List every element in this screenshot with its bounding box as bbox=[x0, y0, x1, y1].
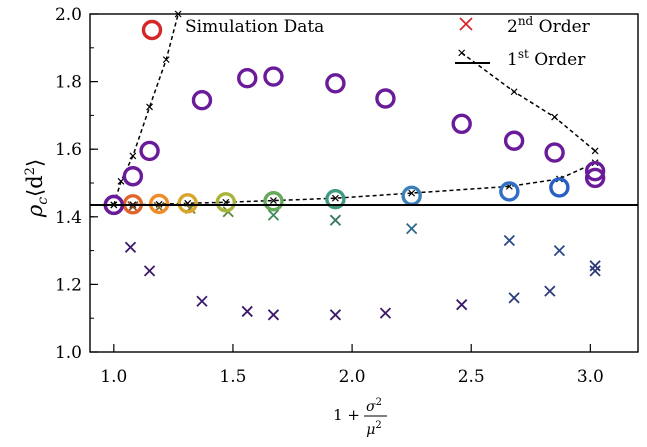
second-order-marker bbox=[196, 295, 208, 307]
x-tick-label: 2.0 bbox=[339, 367, 366, 387]
y-tick-label: 1.4 bbox=[55, 208, 82, 228]
svg-text:1 +: 1 + bbox=[333, 406, 360, 424]
simulation-marker bbox=[325, 189, 346, 210]
simulation-marker bbox=[584, 167, 606, 189]
second-order-marker bbox=[503, 234, 515, 247]
second-order-marker bbox=[143, 265, 156, 277]
second-order-curve-point bbox=[146, 103, 153, 111]
y-axis-label: ρc⟨d2⟩ bbox=[23, 159, 51, 218]
second-order-marker bbox=[406, 222, 418, 235]
simulation-marker bbox=[215, 192, 237, 213]
simulation-marker bbox=[237, 68, 258, 89]
x-axis-label: 1 + σ2 μ2 bbox=[333, 397, 387, 438]
second-order-curve-point bbox=[117, 177, 125, 185]
second-order-curve-point bbox=[162, 56, 170, 64]
legend-simulation-marker bbox=[141, 19, 163, 41]
simulation-marker bbox=[325, 73, 346, 94]
second-order-curve-lower bbox=[113, 162, 596, 206]
second-order-marker bbox=[553, 244, 566, 257]
second-order-marker bbox=[329, 214, 342, 226]
simulation-marker bbox=[401, 185, 422, 207]
y-tick-label: 2.0 bbox=[55, 5, 82, 25]
simulation-marker bbox=[499, 181, 520, 202]
second-order-curve-point bbox=[129, 152, 137, 160]
simulation-marker bbox=[139, 140, 160, 162]
simulation-marker bbox=[375, 88, 396, 109]
simulation-marker bbox=[177, 193, 198, 214]
second-order-marker bbox=[127, 201, 139, 213]
x-tick-label: 1.5 bbox=[219, 367, 246, 387]
x-tick-label: 1.0 bbox=[100, 367, 127, 387]
second-order-curve-point bbox=[270, 197, 277, 205]
second-order-marker bbox=[589, 260, 601, 272]
x-tick-label: 3.0 bbox=[577, 367, 604, 387]
second-order-curve-point bbox=[458, 49, 466, 57]
x-tick-label: 2.5 bbox=[458, 367, 485, 387]
second-order-marker bbox=[267, 309, 280, 321]
legend-simulation-label: Simulation Data bbox=[185, 17, 324, 37]
simulation-marker bbox=[122, 166, 144, 187]
simulation-marker bbox=[191, 89, 213, 111]
svg-text:μ2: μ2 bbox=[366, 420, 381, 438]
simulation-marker bbox=[148, 193, 170, 215]
simulation-marker bbox=[451, 113, 472, 135]
legend-second-order-marker bbox=[459, 17, 473, 31]
second-order-markers-layer bbox=[124, 201, 601, 321]
second-order-curve-point bbox=[331, 194, 339, 202]
second-order-marker bbox=[379, 307, 392, 319]
simulation-marker bbox=[549, 177, 570, 198]
simulation-marker bbox=[584, 160, 606, 182]
second-order-marker bbox=[267, 209, 280, 221]
legend: Simulation Data 2nd Order 1st Order bbox=[141, 14, 591, 70]
y-tick-label: 1.2 bbox=[55, 275, 82, 295]
simulation-marker bbox=[263, 191, 284, 212]
y-tick-label: 1.6 bbox=[55, 140, 82, 160]
second-order-curve-left bbox=[113, 13, 179, 206]
y-tick-label: 1.0 bbox=[55, 343, 82, 363]
second-order-marker bbox=[544, 285, 556, 297]
second-order-marker bbox=[508, 292, 520, 304]
second-order-curve-point bbox=[591, 147, 599, 155]
second-order-marker bbox=[241, 305, 253, 318]
second-order-curve-point bbox=[408, 189, 416, 197]
second-order-marker bbox=[124, 241, 137, 253]
simulation-marker bbox=[544, 142, 565, 163]
second-order-marker bbox=[329, 309, 342, 321]
y-tick-label: 1.8 bbox=[55, 73, 82, 93]
simulation-markers-layer bbox=[103, 66, 606, 216]
second-order-curve-point bbox=[551, 113, 559, 121]
legend-first-order-label: 1st Order bbox=[507, 47, 586, 70]
svg-text:σ2: σ2 bbox=[366, 397, 382, 415]
legend-second-order-label: 2nd Order bbox=[507, 14, 591, 37]
second-order-marker bbox=[589, 265, 601, 277]
second-order-marker bbox=[456, 299, 468, 311]
simulation-marker bbox=[263, 66, 284, 87]
second-order-curve-point bbox=[510, 88, 518, 96]
simulation-marker bbox=[503, 130, 525, 151]
axis-ticks-layer: 1.0 1.5 2.0 2.5 3.0 1.0 1.2 1.4 1.6 1.8 2.0 bbox=[55, 5, 604, 387]
order-lines-layer bbox=[110, 10, 599, 209]
